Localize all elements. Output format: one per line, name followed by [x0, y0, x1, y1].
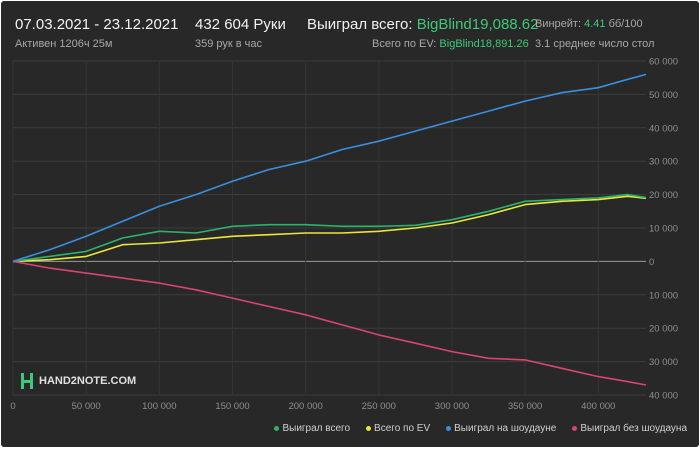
y-tick-label: 40 000 — [649, 123, 678, 134]
axes: 60 000 50 000 40 000 30 000 20 000 10 000 0 10 … — [10, 57, 678, 413]
y-tick-label: 10 000 — [649, 224, 678, 235]
ev-total: Всего по EV: BigBlind18,891.26 — [372, 38, 529, 50]
won-total: Выиграл всего: BigBlind19,088.62 — [307, 16, 538, 33]
legend-dot-icon — [446, 426, 452, 431]
legend-item-2[interactable]: Выиграл на шоудауне — [446, 423, 556, 434]
legend-dot-icon — [572, 426, 578, 431]
avg-tables: 3.1 среднее число стол — [535, 38, 655, 50]
hands-count: 432 604 Руки — [195, 16, 286, 33]
legend-dot-icon — [274, 426, 280, 431]
won-total-label: Выиграл всего: — [307, 16, 413, 33]
winrate: Винрейт: 4.41 бб/100 — [535, 18, 643, 30]
y-tick-label: 60 000 — [649, 57, 678, 68]
y-tick-label: 40 000 — [649, 391, 678, 402]
hand2note-logo: HAND2NOTE.COM — [21, 373, 136, 389]
legend-label: Выиграл всего — [282, 423, 351, 434]
y-tick-label: 30 000 — [649, 357, 678, 368]
winrate-unit: бб/100 — [608, 18, 643, 30]
legend-item-0[interactable]: Выиграл всего — [274, 423, 350, 434]
x-tick-label: 100 000 — [142, 401, 176, 412]
x-tick-label: 350 000 — [508, 401, 542, 412]
series-line-0 — [12, 193, 647, 263]
x-tick-label: 300 000 — [435, 401, 469, 412]
x-tick-label: 50 000 — [72, 401, 101, 412]
y-tick-label: 20 000 — [649, 324, 678, 335]
legend-label: Выиграл без шоудауна — [580, 423, 687, 434]
y-tick-label: 10 000 — [649, 290, 678, 301]
hands-rate: 359 рук в час — [195, 38, 263, 50]
legend-label: Всего по EV — [374, 423, 431, 434]
legend-dot-icon — [366, 426, 372, 431]
x-tick-label: 0 — [10, 401, 15, 412]
x-tick-label: 200 000 — [288, 401, 322, 412]
date-range: 07.03.2021 - 23.12.2021 — [15, 16, 179, 33]
series-line-2 — [12, 73, 647, 263]
legend-item-1[interactable]: Всего по EV — [366, 423, 430, 434]
series-line-1 — [12, 195, 647, 263]
hand2note-logo-icon — [21, 373, 33, 389]
x-tick-label: 250 000 — [362, 401, 396, 412]
x-tick-label: 150 000 — [215, 401, 249, 412]
legend-label: Выиграл на шоудауне — [454, 423, 557, 434]
ev-total-value: BigBlind18,891.26 — [439, 38, 529, 50]
series — [12, 73, 647, 386]
y-tick-label: 30 000 — [649, 157, 678, 168]
legend-item-3[interactable]: Выиграл без шоудауна — [572, 423, 687, 434]
winrate-value: 4.41 — [584, 18, 606, 30]
y-tick-label: 50 000 — [649, 90, 678, 101]
won-total-value: BigBlind19,088.62 — [416, 16, 539, 33]
x-tick-label: 400 000 — [581, 401, 615, 412]
winrate-label: Винрейт: — [535, 18, 582, 30]
y-tick-label: 0 — [649, 257, 654, 268]
series-line-3 — [12, 260, 647, 386]
hand2note-logo-text: HAND2NOTE.COM — [39, 375, 137, 387]
chart-legend: Выиграл всего Всего по EV Выиграл на шоуда… — [274, 423, 687, 434]
y-tick-label: 20 000 — [649, 190, 678, 201]
ev-total-label: Всего по EV: — [372, 38, 437, 50]
grid — [12, 60, 646, 396]
active-time: Активен 1206ч 25м — [15, 38, 113, 50]
